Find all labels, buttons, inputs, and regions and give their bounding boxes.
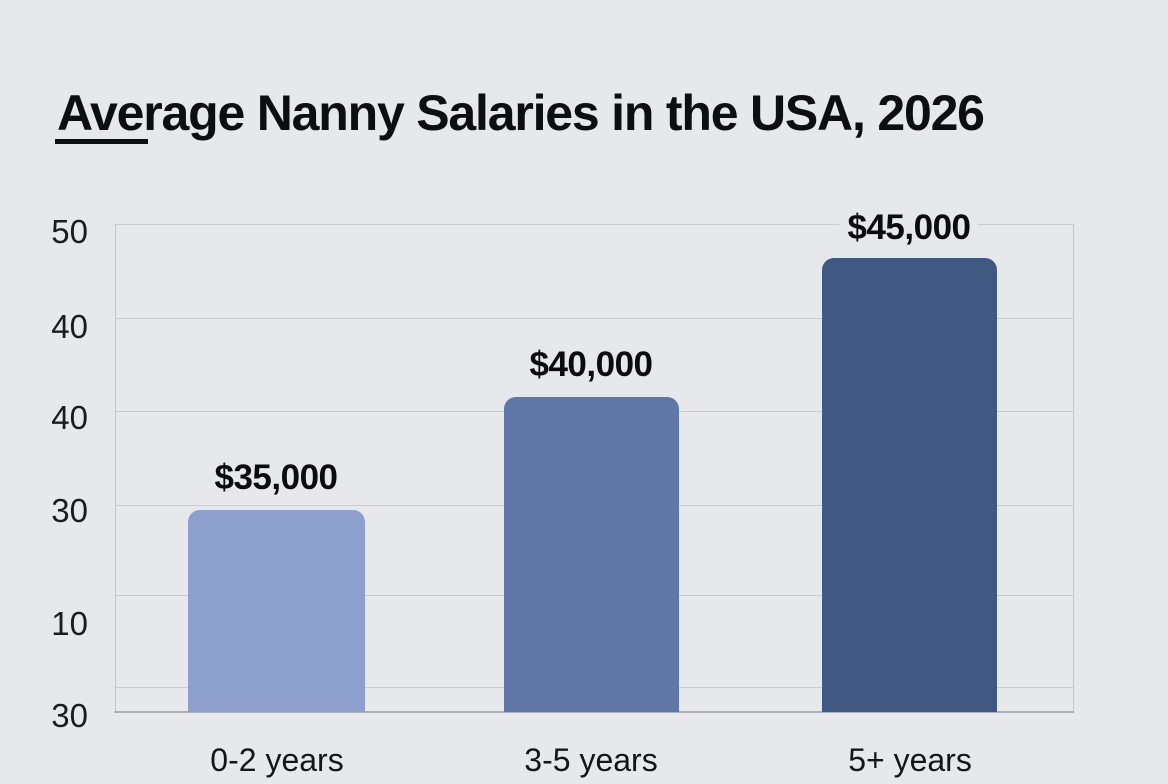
chart-title: Average Nanny Salaries in the USA, 2026 — [57, 85, 985, 141]
bar-3-5-years — [504, 397, 679, 712]
bar-value-label: $40,000 — [521, 345, 661, 385]
y-tick-label: 40 — [51, 308, 88, 345]
bar-value-label: $35,000 — [206, 458, 346, 498]
x-category-label: 3-5 years — [524, 742, 658, 778]
bar-0-2-years — [188, 510, 365, 712]
y-tick-label: 40 — [51, 399, 88, 436]
title-underline-decoration — [55, 139, 148, 144]
x-category-label: 0-2 years — [210, 742, 344, 778]
y-tick-label: 30 — [51, 492, 88, 529]
bar-value-label: $45,000 — [839, 208, 979, 248]
x-category-label: 5+ years — [848, 742, 972, 778]
y-tick-label: 30 — [51, 697, 88, 734]
plot-right-border — [1073, 224, 1074, 712]
gridline — [115, 224, 1073, 225]
plot-left-border — [115, 224, 116, 712]
x-axis-line — [114, 711, 1074, 713]
y-tick-label: 50 — [51, 213, 88, 250]
bar-5-plus-years — [822, 258, 997, 712]
gridline — [115, 318, 1073, 319]
y-tick-label: 10 — [51, 605, 88, 642]
